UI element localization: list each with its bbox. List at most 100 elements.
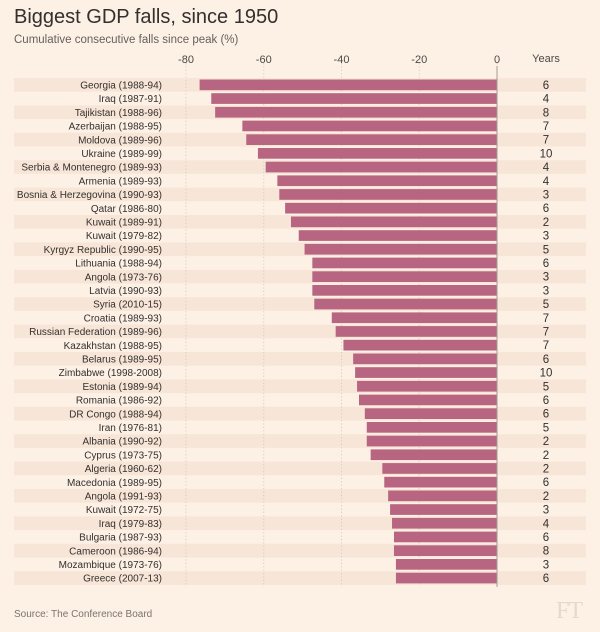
ft-logo: FT xyxy=(556,598,583,624)
years-value: 5 xyxy=(543,381,549,393)
years-value: 6 xyxy=(543,409,549,421)
bar xyxy=(366,435,497,447)
category-label: Cyprus (1973-75) xyxy=(84,450,162,461)
years-value: 3 xyxy=(543,189,549,201)
chart-subtitle: Cumulative consecutive falls since peak … xyxy=(14,34,239,46)
bar xyxy=(395,572,497,584)
years-value: 4 xyxy=(543,176,550,188)
years-value: 8 xyxy=(543,546,549,558)
category-label: Ukraine (1989-99) xyxy=(81,149,162,160)
bar xyxy=(366,422,497,433)
category-label: DR Congo (1988-94) xyxy=(69,409,162,420)
bar xyxy=(312,271,497,282)
bar xyxy=(388,490,497,502)
bar xyxy=(298,230,497,241)
category-label: Croatia (1989-93) xyxy=(84,313,162,324)
category-label: Azerbaijan (1988-95) xyxy=(69,122,162,133)
category-label: Estonia (1989-94) xyxy=(83,382,163,393)
category-label: Mozambique (1973-76) xyxy=(59,560,162,571)
bar xyxy=(265,161,497,173)
years-value: 6 xyxy=(543,477,549,489)
bar xyxy=(285,202,497,214)
bar xyxy=(331,312,497,324)
bar xyxy=(357,380,497,392)
category-label: Latvia (1990-93) xyxy=(89,286,162,297)
bar xyxy=(393,531,497,543)
years-value: 5 xyxy=(543,422,549,434)
category-label: Kuwait (1989-91) xyxy=(86,217,162,228)
years-value: 2 xyxy=(543,463,549,475)
bar xyxy=(290,216,497,228)
years-value: 6 xyxy=(543,203,549,215)
bar xyxy=(395,559,497,570)
bar xyxy=(215,106,497,118)
category-label: Algeria (1960-62) xyxy=(85,464,162,475)
years-value: 3 xyxy=(543,505,549,517)
category-label: Moldova (1989-96) xyxy=(78,135,162,146)
category-label: Georgia (1988-94) xyxy=(80,80,162,91)
years-value: 2 xyxy=(543,436,549,448)
years-value: 10 xyxy=(540,148,553,160)
category-label: Bulgaria (1987-93) xyxy=(79,533,162,544)
category-label: Syria (2010-15) xyxy=(93,300,162,311)
years-value: 7 xyxy=(543,326,549,338)
bar xyxy=(384,476,497,488)
category-label: Lithuania (1988-94) xyxy=(75,259,162,270)
category-label: Macedonia (1989-95) xyxy=(67,478,162,489)
years-value: 4 xyxy=(543,94,550,106)
years-header: Years xyxy=(532,53,560,65)
category-label: Zimbabwe (1998-2008) xyxy=(59,368,162,379)
years-value: 6 xyxy=(543,354,549,366)
bar xyxy=(392,517,497,529)
years-value: 6 xyxy=(543,573,549,585)
category-label: Qatar (1986-80) xyxy=(91,204,162,215)
years-value: 3 xyxy=(543,285,549,297)
years-value: 10 xyxy=(540,368,553,380)
bar xyxy=(314,298,497,310)
bar xyxy=(370,449,497,461)
years-value: 5 xyxy=(543,244,549,256)
bar xyxy=(358,394,497,406)
years-value: 2 xyxy=(543,491,549,503)
category-label: Kuwait (1979-82) xyxy=(86,231,162,242)
x-tick-label: -60 xyxy=(256,54,272,66)
x-tick-label: -80 xyxy=(178,54,194,66)
category-label: Angola (1991-93) xyxy=(85,491,162,502)
bar xyxy=(211,93,498,104)
years-value: 3 xyxy=(543,231,549,243)
source-note: Source: The Conference Board xyxy=(14,609,153,620)
chart-title: Biggest GDP falls, since 1950 xyxy=(14,6,279,28)
bar xyxy=(355,367,497,378)
years-value: 4 xyxy=(543,518,550,530)
years-value: 6 xyxy=(543,395,549,407)
bar xyxy=(199,79,497,91)
x-tick-label: -20 xyxy=(411,54,427,66)
years-value: 6 xyxy=(543,80,549,92)
bar xyxy=(312,285,497,296)
years-value: 5 xyxy=(543,299,549,311)
years-value: 3 xyxy=(543,559,549,571)
category-label: Iraq (1987-91) xyxy=(99,94,162,105)
bar xyxy=(382,463,497,474)
years-value: 7 xyxy=(543,121,549,133)
years-value: 8 xyxy=(543,107,549,119)
category-label: Kazakhstan (1988-95) xyxy=(64,341,162,352)
bar xyxy=(364,408,497,419)
category-label: Cameroon (1986-94) xyxy=(69,546,162,557)
bar xyxy=(343,339,497,351)
bar xyxy=(277,175,497,187)
years-value: 3 xyxy=(543,272,549,284)
category-label: Albania (1990-92) xyxy=(83,437,163,448)
bar xyxy=(390,504,497,515)
bar xyxy=(312,257,497,269)
category-label: Belarus (1989-95) xyxy=(82,354,162,365)
category-label: Angola (1973-76) xyxy=(85,272,162,283)
category-label: Iraq (1979-83) xyxy=(99,519,162,530)
bar xyxy=(257,148,497,159)
bar xyxy=(335,326,497,337)
years-value: 7 xyxy=(543,135,549,147)
years-value: 4 xyxy=(543,162,550,174)
category-label: Iran (1976-81) xyxy=(99,423,162,434)
bar xyxy=(304,243,497,255)
